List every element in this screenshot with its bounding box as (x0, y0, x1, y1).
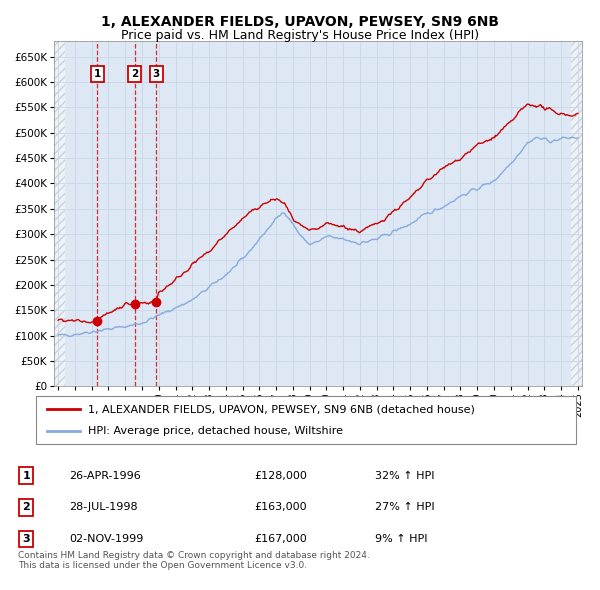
Text: HPI: Average price, detached house, Wiltshire: HPI: Average price, detached house, Wilt… (88, 427, 343, 437)
Text: £128,000: £128,000 (254, 471, 307, 480)
Text: 1: 1 (23, 471, 30, 480)
Text: 1: 1 (94, 69, 101, 79)
Bar (571, 41, 582, 386)
Text: 02-NOV-1999: 02-NOV-1999 (70, 535, 144, 544)
Text: 1, ALEXANDER FIELDS, UPAVON, PEWSEY, SN9 6NB: 1, ALEXANDER FIELDS, UPAVON, PEWSEY, SN9… (101, 15, 499, 29)
Text: 27% ↑ HPI: 27% ↑ HPI (375, 503, 434, 512)
Text: 1, ALEXANDER FIELDS, UPAVON, PEWSEY, SN9 6NB (detached house): 1, ALEXANDER FIELDS, UPAVON, PEWSEY, SN9… (88, 404, 475, 414)
Text: 2: 2 (131, 69, 139, 79)
Text: 2: 2 (23, 503, 30, 512)
Bar (54, 41, 65, 386)
Text: 26-APR-1996: 26-APR-1996 (70, 471, 142, 480)
Text: Contains HM Land Registry data © Crown copyright and database right 2024.
This d: Contains HM Land Registry data © Crown c… (18, 550, 370, 570)
FancyBboxPatch shape (35, 396, 577, 444)
Text: 28-JUL-1998: 28-JUL-1998 (70, 503, 138, 512)
Text: 32% ↑ HPI: 32% ↑ HPI (375, 471, 434, 480)
Text: 3: 3 (152, 69, 160, 79)
Text: 9% ↑ HPI: 9% ↑ HPI (375, 535, 427, 544)
Text: £167,000: £167,000 (254, 535, 307, 544)
Text: Price paid vs. HM Land Registry's House Price Index (HPI): Price paid vs. HM Land Registry's House … (121, 29, 479, 42)
Text: 3: 3 (23, 535, 30, 544)
Text: £163,000: £163,000 (254, 503, 307, 512)
